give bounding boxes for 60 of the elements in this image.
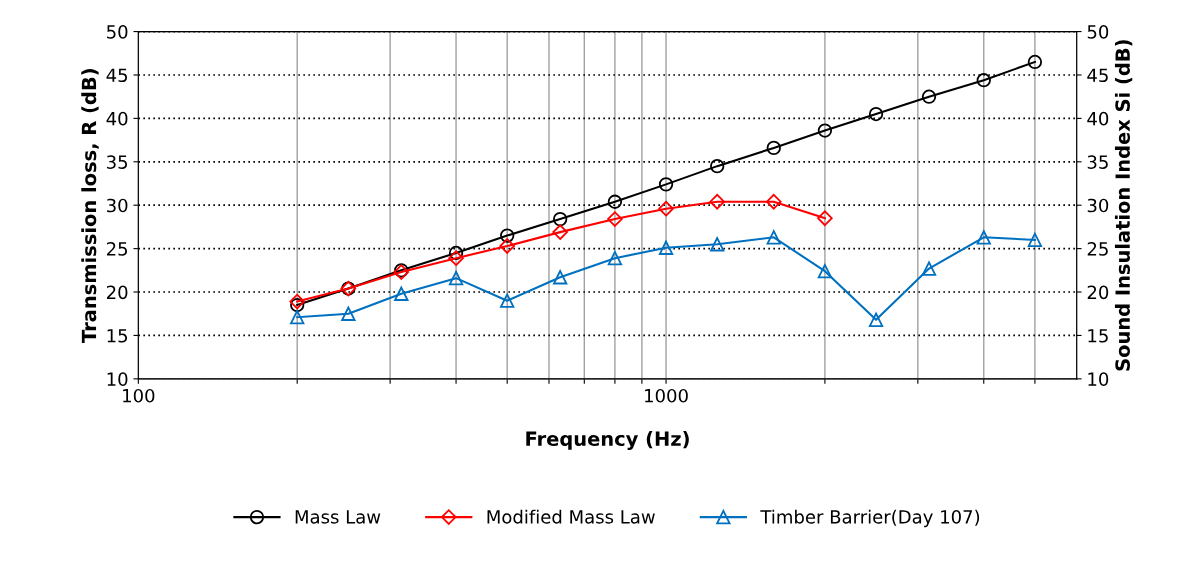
y-tick-label: 35 bbox=[107, 155, 128, 169]
y-tick-label: 40 bbox=[106, 111, 128, 126]
x-axis-title: Frequency (Hz) bbox=[526, 431, 689, 450]
point bbox=[921, 89, 937, 104]
y-tick-label: 10 bbox=[107, 372, 128, 386]
y-tick-label: 15 bbox=[107, 329, 128, 343]
y2-tick-label: 30 bbox=[1087, 198, 1109, 213]
point bbox=[976, 230, 991, 245]
y2-tick-label: 45 bbox=[1087, 68, 1108, 83]
point bbox=[709, 193, 725, 210]
y2-tick-label: 35 bbox=[1087, 155, 1108, 169]
point bbox=[817, 123, 833, 138]
y-tick-label: 50 bbox=[107, 25, 128, 39]
point bbox=[710, 237, 725, 252]
y-tick-label: 30 bbox=[107, 198, 128, 213]
legend-label: Mass Law bbox=[295, 510, 381, 524]
y-tick-label: 20 bbox=[106, 285, 128, 300]
point bbox=[553, 270, 568, 285]
point bbox=[341, 306, 356, 321]
y2-tick-label: 50 bbox=[1087, 25, 1109, 39]
point bbox=[607, 194, 623, 209]
point bbox=[607, 251, 623, 266]
y2-tick-label: 25 bbox=[1087, 242, 1108, 256]
x-tick-label: 1000 bbox=[645, 388, 688, 403]
y-tick-label: 25 bbox=[106, 242, 128, 256]
point bbox=[921, 261, 937, 276]
point bbox=[448, 245, 464, 261]
point bbox=[868, 106, 884, 122]
x-tick-label: 100 bbox=[123, 388, 155, 403]
legend-label: Modified Mass Law bbox=[487, 509, 655, 524]
point bbox=[500, 293, 515, 308]
y2-tick-label: 40 bbox=[1087, 111, 1109, 126]
point bbox=[710, 158, 725, 174]
point bbox=[394, 286, 409, 301]
point bbox=[448, 250, 464, 266]
point bbox=[552, 224, 568, 240]
point bbox=[1027, 54, 1043, 70]
point bbox=[658, 240, 674, 255]
point bbox=[658, 200, 674, 217]
y2-tick-label: 20 bbox=[1087, 285, 1109, 300]
legend-label: Timber Barrier(Day 107) bbox=[760, 509, 980, 528]
point bbox=[1027, 232, 1043, 248]
point bbox=[290, 297, 305, 313]
y2-axis-title: Sound Insulation Index Si (dB) bbox=[1114, 40, 1133, 371]
y-tick-label: 45 bbox=[106, 68, 128, 83]
point bbox=[448, 270, 464, 286]
point bbox=[290, 310, 305, 325]
y2-tick-label: 10 bbox=[1088, 372, 1109, 386]
point bbox=[553, 211, 568, 227]
point bbox=[868, 312, 884, 327]
point bbox=[658, 177, 674, 192]
point bbox=[817, 264, 833, 279]
y-axis-title: Transmission loss, R (dB) bbox=[81, 69, 99, 343]
point bbox=[499, 238, 515, 254]
point bbox=[500, 228, 515, 243]
point bbox=[817, 210, 833, 227]
y2-tick-label: 15 bbox=[1088, 329, 1108, 343]
point bbox=[607, 211, 623, 227]
point bbox=[289, 293, 305, 310]
point bbox=[976, 73, 991, 88]
